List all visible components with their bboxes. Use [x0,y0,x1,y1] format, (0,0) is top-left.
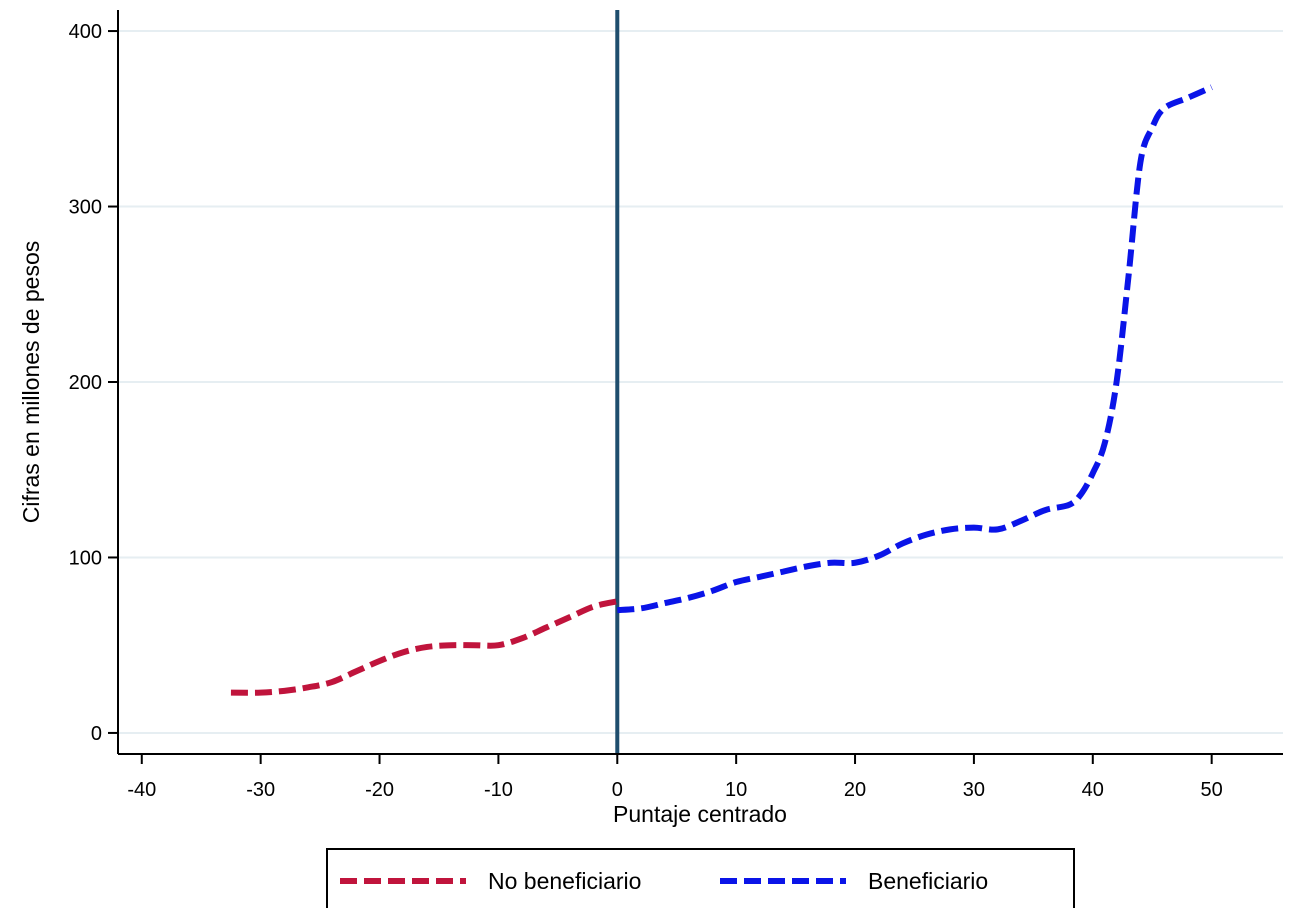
x-tick-label: -30 [246,779,275,801]
tick-labels: -40 -30 -20 -10 0 10 20 30 40 50 0 100 200 300 400 [69,21,1223,801]
x-tick-label: 30 [963,779,985,801]
y-tick-label: 300 [69,197,102,219]
y-tick-label: 0 [91,723,102,745]
y-tick-label: 400 [69,21,102,43]
x-axis-title: Puntaje centrado [613,801,787,827]
legend-label-1: Beneficiario [868,868,988,894]
gridlines [118,31,1283,733]
x-tick-label: -40 [127,779,156,801]
x-tick-label: -10 [484,779,513,801]
y-axis-title: Cifras en millones de pesos [18,241,44,524]
y-tick-label: 200 [69,372,102,394]
y-tick-label: 100 [69,547,102,569]
legend-label-0: No beneficiario [488,868,641,894]
series-line-1 [617,87,1211,610]
x-tick-label: -20 [365,779,394,801]
x-tick-label: 50 [1201,779,1223,801]
series-lines [231,87,1212,693]
x-tick-label: 0 [612,779,623,801]
x-tick-label: 20 [844,779,866,801]
x-tick-label: 40 [1082,779,1104,801]
legend: No beneficiario Beneficiario [327,849,1074,908]
x-tick-label: 10 [725,779,747,801]
series-line-0 [231,601,617,692]
